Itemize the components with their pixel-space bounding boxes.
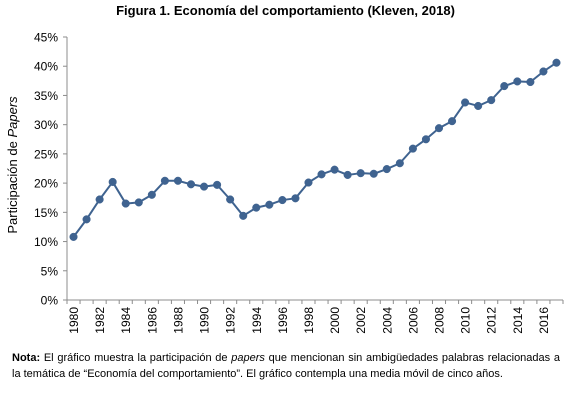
data-point	[82, 215, 91, 224]
x-tick-label: 2012	[485, 307, 499, 334]
note-text-after: que mencionan sin ambigüedades palabras …	[12, 352, 560, 380]
x-tick-label: 2014	[511, 307, 525, 334]
y-tick-label: 15%	[34, 206, 58, 220]
data-point	[291, 194, 300, 203]
data-point	[200, 182, 209, 191]
y-tick-label: 25%	[34, 147, 58, 161]
data-point	[213, 180, 222, 189]
chart-axes	[66, 37, 563, 301]
y-tick-label: 40%	[34, 60, 58, 74]
data-point	[304, 178, 313, 187]
data-point	[356, 169, 365, 178]
x-tick-label: 1992	[224, 307, 238, 334]
x-tick-label: 1986	[145, 307, 159, 334]
x-tick-label: 1994	[250, 307, 264, 334]
x-tick-label: 2006	[406, 307, 420, 334]
x-tick-label: 1980	[67, 307, 81, 334]
y-tick-label: 5%	[41, 264, 59, 278]
data-point	[95, 195, 104, 204]
data-point	[226, 195, 235, 204]
x-tick-label: 2010	[459, 307, 473, 334]
x-tick-label: 2008	[433, 307, 447, 334]
x-tick-label: 1990	[198, 307, 212, 334]
data-point	[134, 198, 143, 207]
x-tick-label: 2002	[354, 307, 368, 334]
y-tick-label: 45%	[34, 31, 58, 45]
x-tick-label: 1988	[171, 307, 185, 334]
y-tick-label: 0%	[41, 294, 59, 308]
y-axis-label-italic: Papers	[5, 96, 20, 138]
y-tick-label: 10%	[34, 235, 58, 249]
data-point	[434, 124, 444, 133]
note-text-before: El gráfico muestra la participación de	[40, 352, 232, 364]
data-point	[108, 177, 117, 186]
y-tick-label: 35%	[34, 89, 58, 103]
x-tick-label: 2004	[380, 307, 394, 334]
note-label: Nota:	[12, 352, 41, 364]
data-point	[461, 98, 470, 107]
data-point	[317, 170, 326, 179]
data-point	[487, 96, 496, 105]
data-point	[448, 117, 457, 126]
x-tick-label: 1984	[119, 307, 133, 334]
data-point	[513, 77, 522, 86]
data-point	[160, 176, 169, 185]
data-point	[421, 135, 430, 144]
data-point	[408, 144, 417, 153]
x-tick-label: 2000	[328, 307, 342, 334]
data-point	[395, 159, 404, 168]
data-point	[278, 196, 287, 205]
x-tick-label: 1996	[276, 307, 290, 334]
data-point	[252, 203, 261, 212]
data-point	[186, 180, 196, 189]
y-axis-ticks: 0% 5% 10% 15% 20% 25% 30% 35% 40% 45%	[34, 31, 67, 308]
data-point	[526, 77, 535, 87]
x-tick-label: 1998	[302, 307, 316, 334]
y-tick-label: 20%	[34, 177, 58, 191]
data-point	[147, 190, 156, 199]
series-path	[72, 61, 558, 238]
data-point	[239, 211, 248, 220]
y-tick-label: 30%	[34, 118, 58, 132]
data-point	[539, 67, 548, 76]
data-point	[121, 199, 130, 208]
data-point	[265, 200, 274, 209]
series-line	[69, 58, 561, 241]
data-point	[500, 82, 509, 91]
x-axis-ticks: 1980 1982 1984 1986 1988 1990 1992 1994 1996 1998…	[66, 300, 564, 334]
chart-note: Nota: El gráfico muestra la participació…	[12, 351, 560, 382]
data-point	[474, 101, 483, 111]
data-point	[69, 232, 78, 241]
y-axis-label-prefix: Participación de	[5, 138, 20, 234]
note-italic-word: papers	[231, 352, 265, 364]
data-point	[173, 176, 182, 185]
y-axis-label: Participación de Papers	[5, 96, 20, 234]
data-point	[382, 165, 391, 174]
x-tick-label: 1982	[93, 307, 107, 334]
data-point	[343, 170, 352, 179]
chart-title: Figura 1. Economía del comportamiento (K…	[116, 3, 455, 18]
data-point	[330, 165, 339, 174]
data-point	[552, 58, 561, 67]
x-tick-label: 2016	[537, 307, 551, 334]
data-point	[369, 169, 378, 178]
